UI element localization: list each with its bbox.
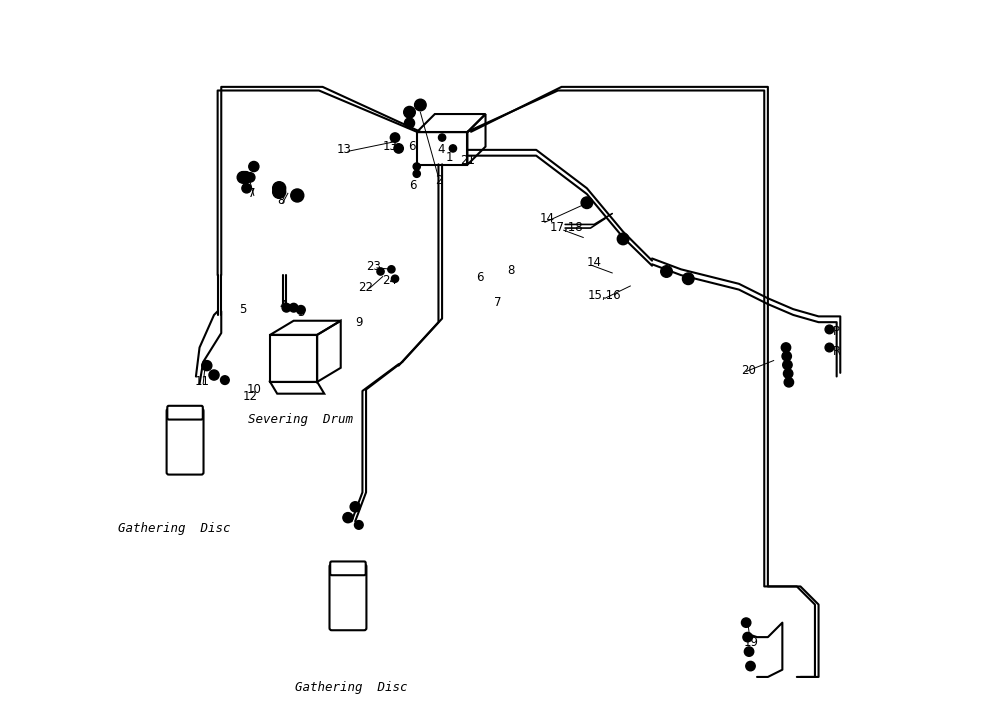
Text: 9: 9: [355, 316, 363, 329]
Text: 22: 22: [359, 281, 374, 294]
Circle shape: [784, 378, 794, 387]
Circle shape: [744, 647, 754, 656]
Text: 4: 4: [437, 143, 444, 156]
Text: 12: 12: [243, 390, 258, 403]
Text: 7: 7: [494, 296, 502, 309]
Circle shape: [581, 197, 593, 209]
Circle shape: [783, 369, 793, 379]
Circle shape: [682, 273, 694, 285]
Text: 8: 8: [507, 264, 515, 277]
Circle shape: [390, 132, 400, 142]
FancyBboxPatch shape: [330, 562, 366, 575]
Circle shape: [297, 306, 305, 314]
Text: 3: 3: [297, 306, 305, 319]
Text: 5: 5: [239, 303, 247, 316]
Text: 20: 20: [741, 364, 756, 377]
Circle shape: [291, 189, 304, 202]
Text: 10: 10: [246, 383, 261, 396]
Circle shape: [209, 370, 219, 380]
Circle shape: [781, 342, 791, 353]
Circle shape: [221, 376, 229, 384]
Circle shape: [354, 521, 363, 529]
Circle shape: [391, 275, 399, 282]
Text: R: R: [833, 345, 841, 358]
Text: 11: 11: [194, 375, 209, 388]
Circle shape: [273, 182, 286, 195]
Circle shape: [438, 134, 446, 141]
Circle shape: [343, 513, 353, 523]
Circle shape: [783, 361, 792, 370]
Circle shape: [249, 161, 259, 172]
Text: 6: 6: [408, 140, 415, 153]
Text: 4: 4: [279, 299, 287, 312]
Circle shape: [388, 266, 395, 273]
Circle shape: [202, 361, 212, 371]
Text: 23: 23: [366, 260, 381, 273]
Circle shape: [237, 172, 249, 183]
FancyBboxPatch shape: [167, 405, 203, 420]
Circle shape: [289, 303, 298, 312]
Circle shape: [746, 662, 755, 670]
Text: Gathering  Disc: Gathering Disc: [295, 681, 408, 694]
Circle shape: [415, 99, 426, 111]
Text: 19: 19: [744, 636, 759, 649]
Circle shape: [782, 351, 791, 361]
Circle shape: [741, 618, 751, 627]
Circle shape: [825, 325, 834, 334]
Text: 14: 14: [587, 256, 602, 269]
Text: 17,18: 17,18: [550, 221, 583, 234]
Text: 2: 2: [435, 174, 442, 188]
Text: 6: 6: [409, 179, 417, 192]
Text: 13: 13: [337, 143, 352, 156]
Text: 8: 8: [277, 194, 284, 207]
Text: 14: 14: [540, 212, 555, 225]
Circle shape: [449, 145, 457, 152]
Circle shape: [743, 633, 752, 641]
Text: 24: 24: [382, 274, 397, 287]
Circle shape: [404, 106, 415, 118]
Circle shape: [661, 266, 672, 277]
Circle shape: [404, 118, 415, 128]
Circle shape: [282, 303, 291, 312]
Text: P: P: [833, 325, 840, 338]
FancyBboxPatch shape: [167, 408, 204, 475]
Text: 15,16: 15,16: [588, 289, 622, 302]
FancyBboxPatch shape: [329, 565, 366, 630]
Text: 7: 7: [248, 187, 255, 200]
Circle shape: [617, 233, 629, 245]
Text: 13: 13: [383, 140, 397, 153]
Circle shape: [242, 184, 251, 193]
Circle shape: [240, 172, 252, 183]
Circle shape: [825, 343, 834, 352]
Circle shape: [413, 163, 420, 170]
Circle shape: [350, 502, 360, 512]
Circle shape: [239, 172, 250, 183]
Circle shape: [377, 268, 384, 275]
Text: 1: 1: [446, 151, 453, 164]
Circle shape: [394, 143, 403, 153]
Text: 6: 6: [476, 271, 483, 284]
Circle shape: [246, 173, 255, 182]
Text: Severing  Drum: Severing Drum: [248, 413, 353, 426]
Circle shape: [413, 170, 420, 177]
Circle shape: [273, 185, 286, 198]
Text: 21: 21: [460, 154, 475, 167]
Text: Gathering  Disc: Gathering Disc: [118, 522, 230, 535]
